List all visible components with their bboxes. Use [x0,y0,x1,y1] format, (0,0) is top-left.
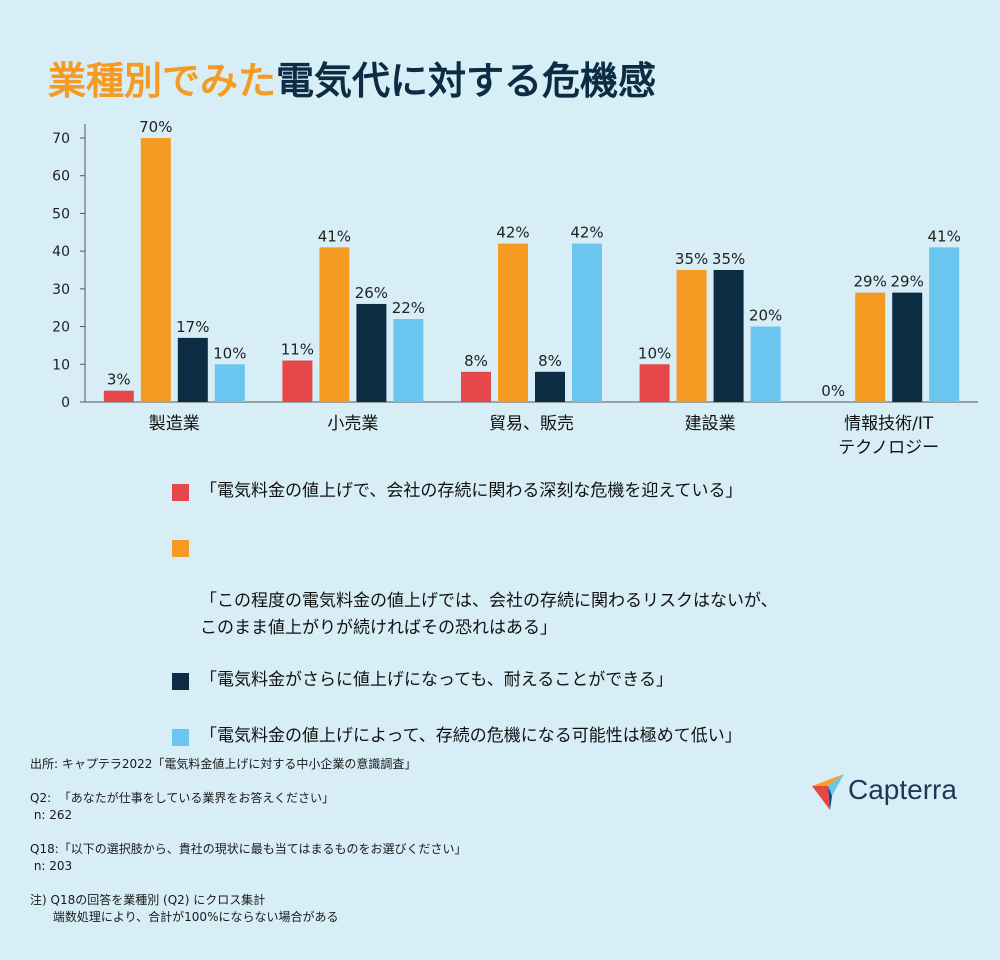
bar [356,303,387,402]
bar [572,243,602,402]
x-tick-label: 小売業 [327,414,378,434]
footnotes: 出所: キャプテラ2022「電気料金値上げに対する中小企業の意識調査」 ​ Q2… [30,756,730,926]
y-tick-label: 70 [52,131,70,147]
bar [855,292,886,402]
legend-item-series-1: 「電気料金の値上げで、会社の存続に関わる深刻な危機を迎えている」 [172,478,778,505]
data-label: 0% [821,382,845,400]
footnote-line: n: 262 [30,808,73,822]
legend-item-series-2: 「この程度の電気料金の値上げでは、会社の存続に関わるリスクはないが、 このまま値… [172,534,778,642]
legend-label: 「この程度の電気料金の値上げでは、会社の存続に関わるリスクはないが、 このまま値… [200,591,778,638]
x-tick-label: 貿易、販売 [489,414,574,434]
legend-swatch-navy [172,673,189,690]
legend-swatch-red [172,484,189,501]
data-label: 41% [928,227,961,245]
data-label: 26% [355,284,388,302]
capterra-arrow-icon [812,774,844,810]
bar [177,337,208,402]
footnote-line: 出所: キャプテラ2022「電気料金値上げに対する中小企業の意識調査」 [30,757,417,771]
data-label: 11% [281,341,314,359]
x-tick-label: 製造業 [149,414,200,434]
legend-swatch-orange [172,540,189,557]
data-label: 70% [139,118,172,136]
bar [713,270,744,402]
capterra-logo: Capterra [810,772,980,812]
data-label: 29% [891,273,924,291]
bar [214,364,245,402]
data-label: 8% [464,352,488,370]
footnote-line: 端数処理により、合計が100%にならない場合がある [30,910,339,924]
logo-text: Capterra [848,774,957,805]
title-highlight: 業種別でみた [48,59,277,103]
data-label: 20% [749,307,782,325]
footnote-line: 注) Q18の回答を業種別 (Q2) にクロス集計 [30,893,266,907]
data-label: 35% [712,250,745,268]
y-tick-label: 30 [52,282,70,298]
legend-item-series-3: 「電気料金がさらに値上げになっても、耐えることができる」 [172,667,778,694]
legend-label: 「電気料金がさらに値上げになっても、耐えることができる」 [200,670,673,690]
data-label: 3% [107,371,131,389]
bar [140,138,171,402]
y-tick-label: 20 [52,320,70,336]
bar [319,247,350,402]
x-tick-label: 情報技術/IT [844,414,934,434]
bar [498,243,528,402]
legend-swatch-lightblue [172,729,189,746]
footnote-line: ​ [30,824,730,841]
legend-label: 「電気料金の値上げによって、存続の危機になる可能性は極めて低い」 [200,726,742,746]
y-tick-label: 50 [52,206,70,222]
data-label: 22% [392,299,425,317]
data-label: 42% [570,224,603,242]
bar [103,390,134,402]
data-label: 10% [638,344,671,362]
y-tick-label: 60 [52,169,70,185]
data-label: 10% [213,344,246,362]
footnote-line: ​ [30,773,730,790]
y-tick-label: 40 [52,244,70,260]
data-label: 8% [538,352,562,370]
bar [929,247,960,402]
data-label: 42% [496,224,529,242]
chart-legend: 「電気料金の値上げで、会社の存続に関わる深刻な危機を迎えている」 「この程度の電… [172,478,778,750]
bar [535,371,565,402]
page-title: 業種別でみた電気代に対する危機感 [48,50,656,105]
bar [750,326,781,402]
bar-chart: 0102030405060703%70%17%10%製造業11%41%26%22… [52,118,978,458]
footnote-line: ​ [30,875,730,892]
bar [639,364,670,402]
x-tick-label: テクノロジー [838,438,939,458]
legend-item-series-4: 「電気料金の値上げによって、存続の危機になる可能性は極めて低い」 [172,723,778,750]
y-tick-label: 0 [61,395,70,411]
data-label: 29% [854,273,887,291]
bar [282,360,313,402]
bar [461,371,491,402]
footnote-line: Q18:「以下の選択肢から、貴社の現状に最も当てはまるものをお選びください」 [30,842,467,856]
bar [892,292,923,402]
bar [676,270,707,402]
data-label: 41% [318,227,351,245]
data-label: 35% [675,250,708,268]
footnote-line: Q2: 「あなたが仕事をしている業界をお答えください」 [30,791,335,805]
x-tick-label: 建設業 [685,414,736,434]
title-rest: 電気代に対する危機感 [276,59,657,103]
footnote-line: n: 203 [30,859,73,873]
y-tick-label: 10 [52,357,70,373]
legend-label: 「電気料金の値上げで、会社の存続に関わる深刻な危機を迎えている」 [200,481,743,501]
bar [393,319,424,402]
data-label: 17% [176,318,209,336]
